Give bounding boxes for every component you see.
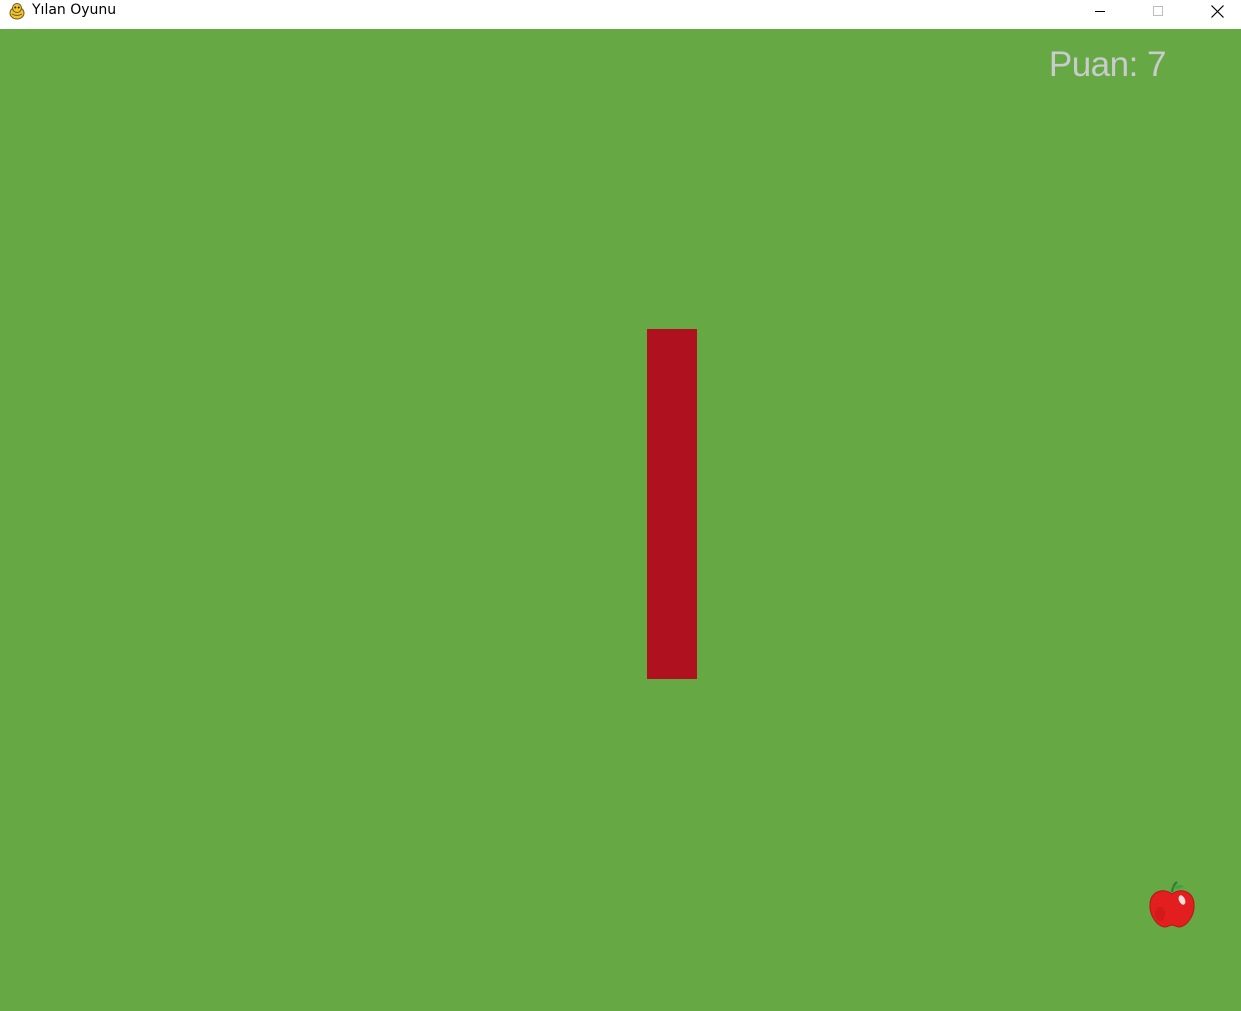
close-button[interactable] bbox=[1188, 0, 1241, 22]
window-title: Yılan Oyunu bbox=[32, 2, 117, 18]
close-icon bbox=[1210, 4, 1224, 18]
game-board[interactable]: Puan: 7 bbox=[0, 29, 1241, 1011]
score-label: Puan: 7 bbox=[1048, 45, 1167, 84]
minimize-icon bbox=[1095, 10, 1105, 12]
maximize-button[interactable] bbox=[1129, 0, 1187, 22]
apple-icon bbox=[1149, 881, 1195, 928]
maximize-icon bbox=[1153, 6, 1163, 16]
minimize-button[interactable] bbox=[1071, 0, 1129, 22]
title-bar[interactable]: Yılan Oyunu bbox=[0, 0, 1241, 29]
snake-body bbox=[647, 329, 697, 679]
pygame-snake-icon bbox=[9, 3, 25, 20]
